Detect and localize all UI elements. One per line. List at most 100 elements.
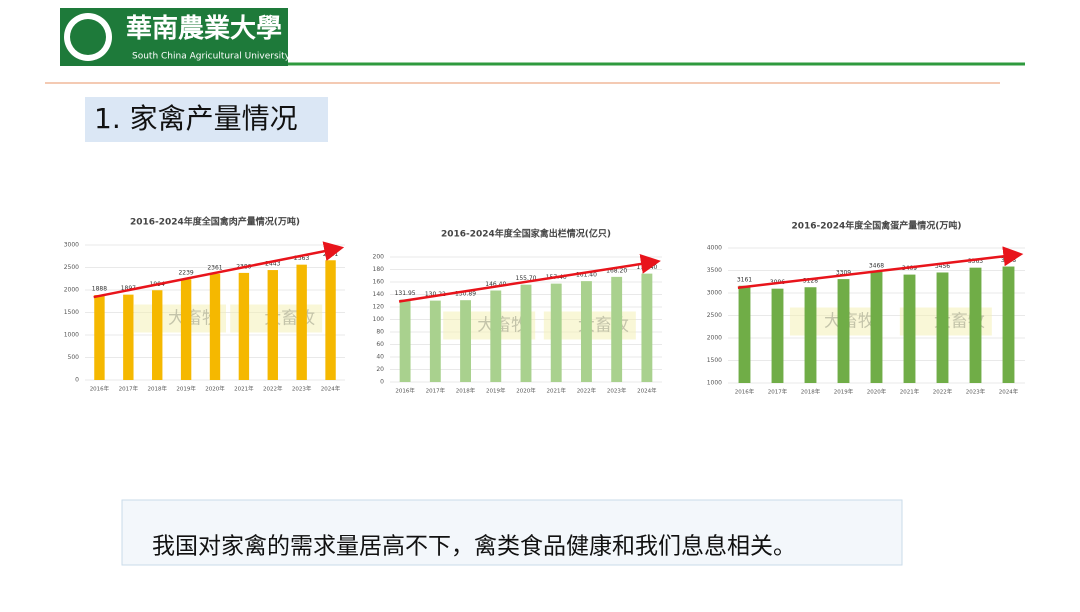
data-label: 146.40 [485, 281, 506, 288]
bar [123, 294, 134, 380]
bar [771, 288, 784, 383]
x-tick-label: 2021年 [900, 388, 920, 396]
y-tick-label: 140 [373, 291, 385, 298]
y-tick-label: 80 [376, 329, 384, 336]
x-tick-label: 2021年 [546, 387, 566, 395]
x-tick-label: 2020年 [516, 387, 536, 395]
y-tick-label: 2000 [707, 335, 722, 342]
bar [209, 273, 221, 380]
bar [152, 290, 163, 380]
caption-box [121, 499, 903, 566]
data-label: 2239 [178, 270, 193, 277]
y-tick-label: 0 [75, 377, 79, 384]
x-tick-label: 2019年 [176, 385, 196, 393]
caption: 我国对家禽的需求量居高不下，禽类食品健康和我们息息相关。 [152, 534, 796, 560]
y-tick-label: 2000 [64, 287, 79, 294]
x-tick-label: 2017年 [426, 387, 446, 395]
x-tick-label: 2018年 [801, 388, 821, 396]
data-label: 1897 [121, 285, 136, 292]
logo-emblem-inner [70, 19, 106, 55]
x-tick-label: 2017年 [119, 385, 139, 393]
data-label: 1888 [92, 286, 107, 293]
x-tick-label: 2021年 [234, 385, 254, 393]
y-tick-label: 40 [376, 354, 384, 361]
bar [870, 271, 883, 383]
bar [969, 267, 982, 383]
bar [611, 276, 623, 382]
bar [581, 281, 592, 382]
y-tick-label: 2500 [64, 264, 79, 271]
bar [903, 274, 916, 383]
x-tick-label: 2022年 [263, 385, 283, 393]
x-tick-label: 2024年 [999, 388, 1019, 396]
data-label: 155.70 [516, 275, 537, 282]
bar [490, 290, 502, 382]
y-tick-label: 1000 [64, 332, 79, 339]
data-label: 2443 [265, 261, 280, 268]
data-label: 3128 [803, 278, 818, 285]
watermark-box [443, 311, 536, 340]
bar [180, 279, 192, 380]
x-tick-label: 2024年 [321, 385, 341, 393]
logo-subtitle: South China Agricultural University [132, 52, 291, 62]
x-tick-label: 2022年 [577, 387, 597, 395]
bar [1002, 266, 1015, 383]
data-label: 3563 [968, 258, 983, 265]
watermark: 大畜牧 [477, 316, 528, 336]
watermark: 大畜牧 [168, 309, 219, 329]
bar [460, 300, 471, 382]
y-tick-label: 180 [373, 266, 385, 273]
chart-title: 2016-2024年度全国禽蛋产量情况(万吨) [791, 220, 961, 232]
section-title: 1. 家禽产量情况 [94, 102, 298, 135]
x-tick-label: 2017年 [768, 388, 788, 396]
bar [325, 260, 336, 380]
y-tick-label: 1500 [707, 357, 722, 364]
chart-title: 2016-2024年度全国禽肉产量情况(万吨) [130, 216, 300, 228]
y-tick-label: 500 [68, 354, 80, 361]
x-tick-label: 2019年 [834, 388, 854, 396]
chart-title: 2016-2024年度全国家禽出栏情况(亿只) [441, 228, 611, 240]
y-tick-label: 3000 [707, 290, 722, 297]
bar [520, 284, 532, 382]
data-label: 3468 [869, 262, 884, 269]
bar [550, 283, 562, 382]
bar [296, 264, 307, 380]
section-title-box [85, 97, 328, 142]
y-tick-label: 1500 [64, 309, 79, 316]
bar [238, 272, 250, 380]
y-tick-label: 200 [373, 254, 385, 261]
y-tick-label: 4000 [707, 245, 722, 252]
x-tick-label: 2016年 [90, 385, 110, 393]
x-tick-label: 2023年 [607, 387, 627, 395]
trend-arrow [737, 246, 1024, 289]
data-label: 3309 [836, 270, 851, 277]
x-tick-label: 2023年 [292, 385, 312, 393]
bar [429, 300, 441, 382]
y-tick-label: 100 [373, 316, 385, 323]
x-tick-label: 2016年 [735, 388, 755, 396]
data-label: 168.20 [606, 267, 627, 274]
y-tick-label: 120 [373, 304, 385, 311]
y-tick-label: 3000 [64, 242, 79, 249]
data-label: 3161 [737, 276, 752, 283]
y-tick-label: 1000 [707, 380, 722, 387]
data-label: 2563 [294, 255, 309, 262]
watermark: 大畜牧 [824, 312, 875, 332]
data-label: 3588 [1001, 257, 1016, 264]
y-tick-label: 0 [380, 379, 384, 386]
data-label: 130.89 [455, 291, 476, 298]
bar [837, 279, 850, 383]
x-tick-label: 2018年 [456, 387, 476, 395]
x-tick-label: 2018年 [147, 385, 167, 393]
bar [94, 295, 105, 380]
y-tick-label: 160 [373, 279, 385, 286]
logo-title: 華南農業大學 [126, 14, 282, 44]
x-tick-label: 2023年 [966, 388, 986, 396]
bar [804, 287, 817, 383]
data-label: 161.40 [576, 272, 597, 279]
y-tick-label: 3500 [707, 267, 722, 274]
bar [267, 270, 278, 380]
x-tick-label: 2024年 [637, 387, 657, 395]
